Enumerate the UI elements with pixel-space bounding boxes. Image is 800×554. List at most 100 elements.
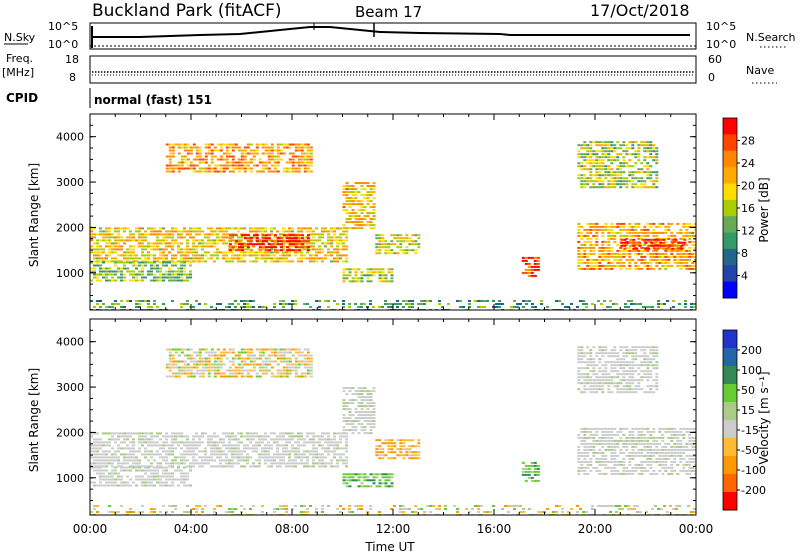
- echo-cell: [258, 161, 262, 164]
- echo-cell: [333, 465, 336, 468]
- echo-cell: [183, 462, 186, 465]
- echo-cell: [694, 427, 696, 430]
- echo-cell: [688, 246, 692, 249]
- echo-cell: [688, 234, 692, 237]
- echo-cell: [580, 180, 584, 183]
- echo-cell: [345, 209, 349, 212]
- echo-cell: [285, 357, 289, 360]
- echo-cell: [255, 170, 259, 173]
- echo-cell: [165, 242, 168, 245]
- echo-cell: [282, 462, 285, 465]
- echo-cell: [381, 476, 385, 479]
- echo-cell: [180, 369, 184, 372]
- echo-cell: [601, 430, 605, 433]
- echo-cell: [219, 459, 222, 462]
- echo-cell: [312, 441, 315, 444]
- echo-cell: [655, 261, 659, 264]
- echo-cell: [393, 451, 397, 454]
- echo-cell: [676, 439, 680, 442]
- echo-cell: [177, 444, 180, 447]
- echo-cell: [207, 375, 211, 378]
- echo-cell: [354, 197, 358, 200]
- echo-cell: [405, 451, 409, 454]
- echo-cell: [586, 427, 590, 430]
- echo-cell: [291, 366, 295, 369]
- echo-cell: [168, 465, 171, 468]
- echo-cell: [694, 258, 696, 261]
- echo-cell: [285, 351, 289, 354]
- echo-cell: [390, 234, 394, 237]
- echo-cell: [282, 236, 285, 239]
- echo-cell: [93, 484, 96, 487]
- echo-cell: [174, 456, 177, 459]
- echo-cell: [640, 258, 644, 261]
- echo-cell: [240, 450, 243, 453]
- echo-cell: [192, 260, 195, 263]
- echo-cell: [234, 357, 238, 360]
- echo-cell: [429, 300, 432, 302]
- echo-cell: [105, 444, 108, 447]
- echo-cell: [150, 453, 153, 456]
- echo-cell: [105, 233, 108, 236]
- echo-cell: [525, 300, 528, 302]
- echo-cell: [679, 427, 683, 430]
- echo-cell: [141, 260, 144, 263]
- echo-cell: [625, 180, 629, 183]
- echo-cell: [318, 251, 321, 254]
- echo-cell: [246, 348, 250, 351]
- echo-cell: [577, 165, 581, 168]
- echo-cell: [114, 248, 117, 251]
- echo-cell: [267, 161, 271, 164]
- echo-cell: [498, 303, 501, 305]
- echo-cell: [105, 456, 108, 459]
- echo-cell: [613, 442, 617, 445]
- echo-cell: [381, 271, 385, 274]
- echo-cell: [342, 387, 346, 390]
- echo-cell: [527, 268, 531, 271]
- echo-cell: [216, 170, 220, 173]
- echo-cell: [682, 225, 686, 228]
- echo-cell: [646, 147, 650, 150]
- echo-cell: [315, 251, 318, 254]
- echo-cell: [351, 479, 355, 482]
- echo-cell: [533, 461, 537, 464]
- echo-cell: [414, 445, 418, 448]
- echo-cell: [213, 230, 216, 233]
- echo-cell: [90, 444, 93, 447]
- echo-cell: [255, 254, 258, 257]
- echo-cell: [288, 303, 291, 305]
- echo-cell: [616, 171, 620, 174]
- echo-cell: [312, 236, 315, 239]
- echo-cell: [108, 270, 111, 273]
- echo-cell: [357, 387, 361, 390]
- echo-cell: [240, 441, 243, 444]
- echo-cell: [360, 303, 363, 305]
- echo-cell: [147, 466, 150, 469]
- echo-cell: [354, 274, 358, 277]
- echo-cell: [670, 430, 674, 433]
- echo-cell: [399, 445, 403, 448]
- echo-cell: [387, 306, 390, 308]
- echo-cell: [234, 444, 237, 447]
- echo-cell: [661, 436, 665, 439]
- echo-cell: [228, 375, 232, 378]
- echo-cell: [679, 451, 683, 454]
- echo-cell: [589, 237, 593, 240]
- echo-cell: [186, 239, 189, 242]
- echo-cell: [201, 348, 205, 351]
- echo-cell: [153, 279, 156, 282]
- echo-cell: [261, 246, 265, 249]
- echo-cell: [297, 438, 300, 441]
- echo-cell: [291, 459, 294, 462]
- echo-cell: [96, 466, 99, 469]
- echo-cell: [246, 237, 250, 240]
- echo-cell: [628, 436, 632, 439]
- echo-cell: [261, 170, 265, 173]
- echo-cell: [628, 228, 632, 231]
- echo-cell: [204, 432, 207, 435]
- echo-cell: [219, 372, 223, 375]
- echo-cell: [324, 438, 327, 441]
- echo-cell: [147, 303, 150, 305]
- echo-cell: [610, 472, 614, 475]
- echo-cell: [366, 476, 370, 479]
